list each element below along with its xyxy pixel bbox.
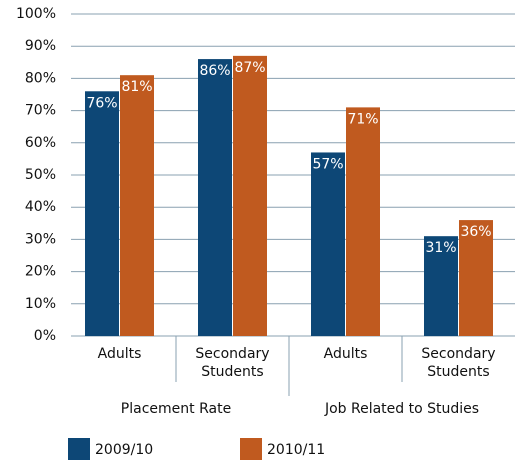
bar bbox=[85, 91, 119, 336]
legend-swatch bbox=[240, 438, 262, 460]
y-tick-label: 40% bbox=[25, 199, 56, 215]
y-tick-label: 0% bbox=[34, 328, 56, 344]
x-tick-label: Secondary Students bbox=[421, 346, 496, 380]
value-label: 81% bbox=[121, 79, 152, 95]
legend-label: 2010/11 bbox=[267, 442, 325, 458]
x-tick-label: Adults bbox=[323, 346, 368, 362]
bar bbox=[459, 220, 493, 336]
value-label: 86% bbox=[199, 63, 230, 79]
y-tick-label: 20% bbox=[25, 264, 56, 280]
y-tick-label: 60% bbox=[25, 135, 56, 151]
bar bbox=[198, 59, 232, 337]
group-label: Job Related to Studies bbox=[324, 401, 479, 417]
y-tick-label: 30% bbox=[25, 231, 56, 247]
y-tick-label: 80% bbox=[25, 70, 56, 86]
value-label: 36% bbox=[460, 224, 491, 240]
bar bbox=[346, 107, 380, 336]
value-label: 87% bbox=[234, 60, 265, 76]
value-label: 71% bbox=[347, 111, 378, 127]
value-label: 76% bbox=[86, 95, 117, 111]
y-tick-label: 100% bbox=[16, 6, 56, 22]
y-tick-label: 10% bbox=[25, 296, 56, 312]
bar bbox=[233, 55, 267, 337]
group-label: Placement Rate bbox=[121, 401, 231, 417]
y-tick-label: 90% bbox=[25, 38, 56, 54]
y-tick-label: 70% bbox=[25, 103, 56, 119]
legend-swatch bbox=[68, 438, 90, 460]
x-tick-label: Secondary Students bbox=[195, 346, 270, 380]
y-tick-label: 50% bbox=[25, 167, 56, 183]
value-label: 57% bbox=[312, 156, 343, 172]
value-label: 31% bbox=[425, 240, 456, 256]
legend-label: 2009/10 bbox=[95, 442, 153, 458]
bar bbox=[311, 152, 345, 336]
bar bbox=[120, 75, 154, 337]
x-tick-label: Adults bbox=[97, 346, 142, 362]
bar bbox=[424, 236, 458, 336]
